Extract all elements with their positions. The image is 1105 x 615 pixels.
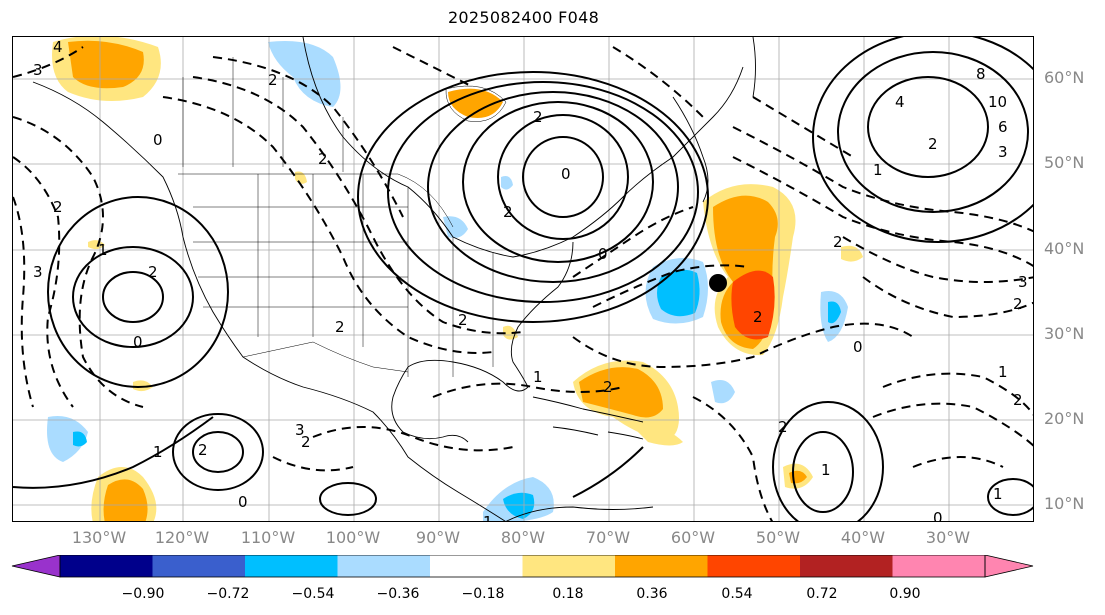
shaded-anomalies: [47, 37, 863, 521]
shade-negative-greatlakes: [443, 216, 468, 238]
colorbar-segment: [707, 555, 800, 577]
contour-label: 1: [821, 461, 831, 479]
contour-label: 1: [533, 368, 543, 386]
contour-label: 8: [976, 65, 986, 83]
contour-label: 2: [335, 318, 345, 336]
shade-positive-hudson: [448, 88, 503, 118]
contour-label: 2: [778, 418, 788, 436]
contour-label: 3: [33, 263, 43, 281]
lat-label: 10°N: [1044, 494, 1085, 513]
contour-label: 0: [153, 131, 163, 149]
contour-labels: 4 3 2 0 2 2 0 1 0 2 2 8 10 6 4 3 2 1 3 2…: [33, 38, 1028, 522]
colorbar-tick-label: 0.90: [889, 586, 921, 602]
contour-label: 0: [133, 333, 143, 351]
contour-label: 3: [33, 61, 43, 79]
colorbar-outline: [59, 555, 986, 578]
contour-label: 4: [53, 38, 63, 56]
colorbar-segment: [245, 555, 338, 577]
lon-label: 80°W: [500, 528, 546, 547]
contour-label: 2: [1013, 391, 1023, 409]
contour-label: 3: [1018, 273, 1028, 291]
contour-label: 4: [895, 93, 905, 111]
lon-label: 100°W: [325, 528, 381, 547]
shade-positive-northwest-core: [68, 40, 144, 89]
lon-label: 90°W: [415, 528, 461, 547]
colorbar-segment: [800, 555, 893, 577]
contour-label: 0: [598, 245, 608, 263]
contour-label: 2: [1013, 295, 1023, 313]
lon-label: 120°W: [154, 528, 210, 547]
lon-label: 110°W: [240, 528, 296, 547]
contour-label: 2: [753, 308, 763, 326]
colorbar-tick-label: 0.54: [721, 586, 753, 602]
shade-negative-canada: [268, 41, 341, 107]
colorbar-tick-label: −0.18: [461, 586, 505, 602]
colorbar-segment: [337, 555, 430, 577]
contour-label: 2: [148, 263, 158, 281]
lat-label: 20°N: [1044, 409, 1085, 428]
contour-label: 1: [998, 363, 1008, 381]
contour-label: 2: [603, 378, 613, 396]
contour-label: 10: [988, 93, 1007, 111]
political-borders: [178, 57, 494, 377]
colorbar-tick-label: 0.72: [806, 586, 838, 602]
contour-label: 0: [238, 493, 248, 511]
contour-label: 2: [458, 311, 468, 329]
map-canvas[interactable]: 4 3 2 0 2 2 0 1 0 2 2 8 10 6 4 3 2 1 3 2…: [13, 37, 1034, 522]
contour-label: 1: [873, 161, 883, 179]
contour-label: 2: [318, 150, 328, 168]
colorbar-extend-max: [984, 555, 1034, 578]
colorbar-segment: [152, 555, 245, 577]
colorbar-tick-label: 0.36: [636, 586, 668, 602]
contour-label: 0: [853, 338, 863, 356]
contour-label: 2: [198, 441, 208, 459]
lat-label: 60°N: [1044, 68, 1085, 87]
colorbar-segment: [615, 555, 708, 577]
colorbar-tick-label: 0.18: [552, 586, 584, 602]
lon-label: 130°W: [71, 528, 127, 547]
contour-label: 2: [53, 198, 63, 216]
contour-label: 1: [153, 443, 163, 461]
contour-label: 3: [295, 421, 305, 439]
lon-label: 40°W: [840, 528, 886, 547]
colorbar-segment: [522, 555, 615, 577]
coastlines: [32, 37, 756, 521]
contour-label: 1: [98, 241, 108, 259]
contour-label: 2: [503, 203, 513, 221]
lon-label: 60°W: [670, 528, 716, 547]
contour-label: 2: [301, 433, 311, 451]
lat-label: 30°N: [1044, 324, 1085, 343]
contour-label: 6: [998, 118, 1008, 136]
storm-center-marker[interactable]: [709, 274, 727, 292]
colorbar-segment: [60, 555, 153, 577]
contour-label: 2: [268, 71, 278, 89]
map-panel[interactable]: 4 3 2 0 2 2 0 1 0 2 2 8 10 6 4 3 2 1 3 2…: [12, 36, 1034, 522]
contour-label: 2: [833, 233, 843, 251]
colorbar-segment: [892, 555, 985, 577]
lat-label: 50°N: [1044, 153, 1085, 172]
contour-label: 3: [998, 143, 1008, 161]
contour-label: 1: [993, 485, 1003, 503]
colorbar-extend-min: [11, 555, 61, 578]
contours-dashed: [13, 46, 1033, 521]
lon-label: 30°W: [925, 528, 971, 547]
colorbar-tick-label: −0.54: [291, 586, 335, 602]
contour-label: 0: [561, 165, 571, 183]
contour-label: 1: [483, 513, 493, 522]
colorbar-segment: [430, 555, 523, 577]
contours-solid: [13, 37, 1033, 521]
colorbar-tick-label: −0.90: [121, 586, 165, 602]
colorbar-tick-label: −0.36: [376, 586, 420, 602]
contour-label: 2: [533, 108, 543, 126]
map-title: 2025082400 F048: [447, 8, 600, 27]
lon-label: 70°W: [585, 528, 631, 547]
colorbar-tick-label: −0.72: [206, 586, 250, 602]
lat-label: 40°N: [1044, 239, 1085, 258]
lon-label: 50°W: [755, 528, 801, 547]
contour-label: 0: [933, 509, 943, 522]
colorbar: [11, 555, 1034, 578]
contour-label: 2: [928, 135, 938, 153]
